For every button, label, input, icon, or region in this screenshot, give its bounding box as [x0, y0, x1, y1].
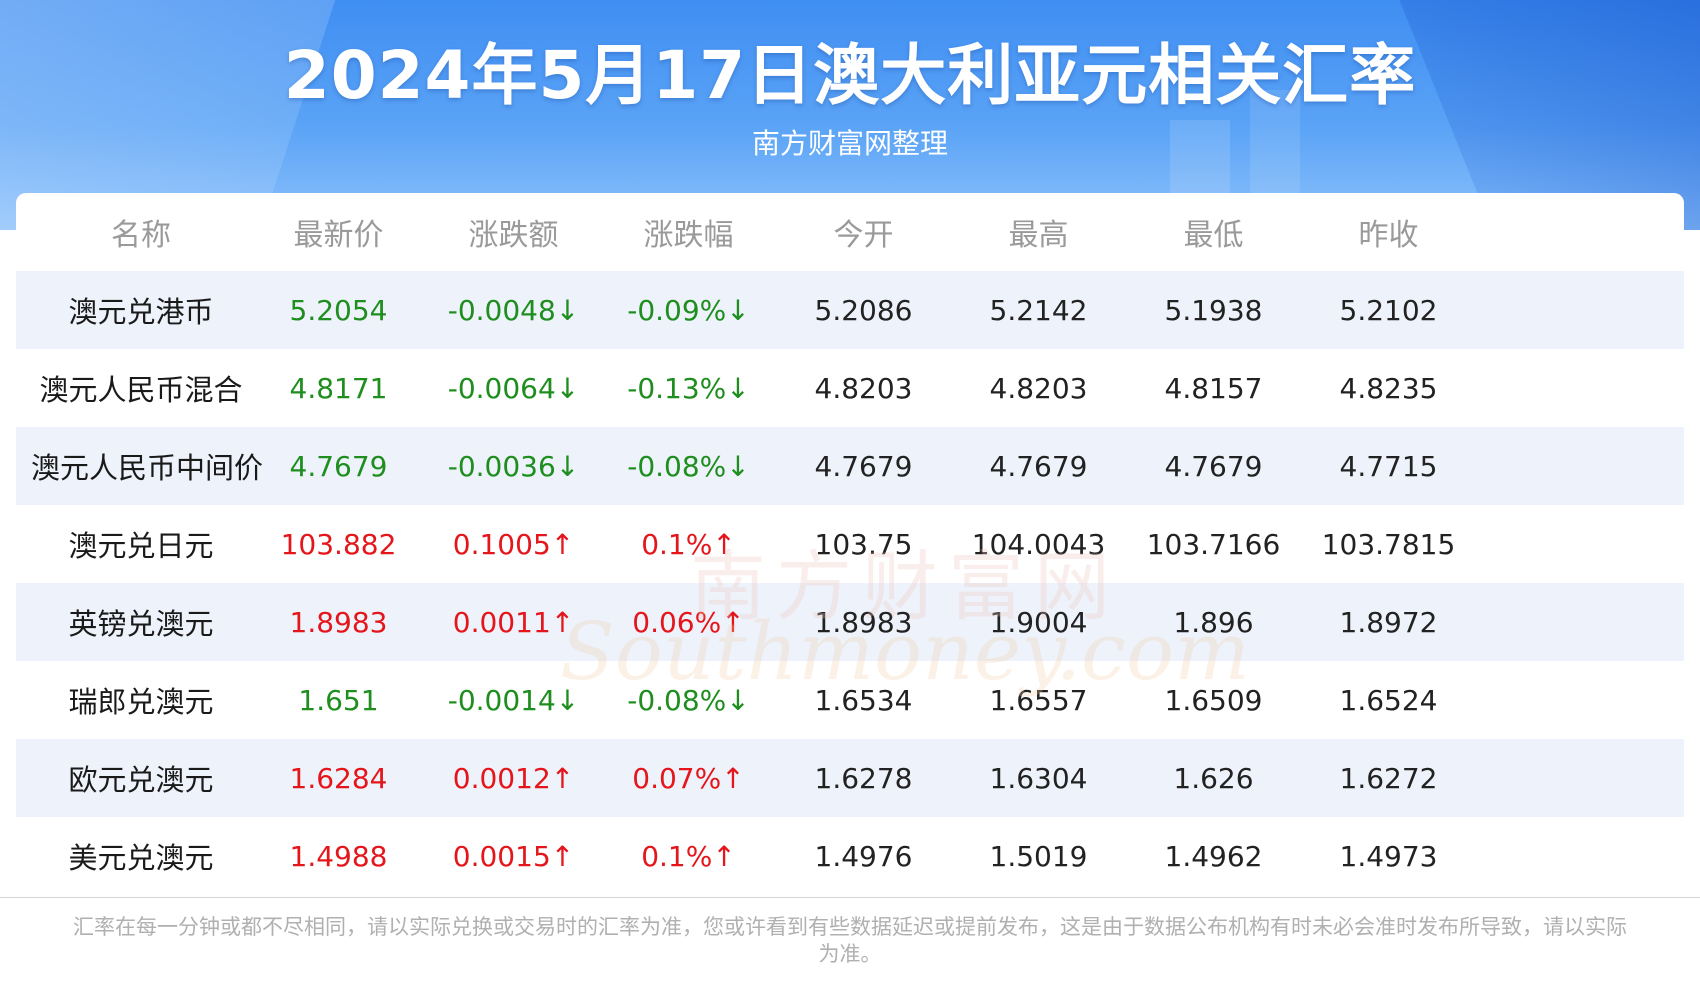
row-pct: -0.08%↓ — [627, 683, 750, 717]
row-high: 4.7679 — [989, 449, 1088, 483]
row-latest: 103.882 — [280, 527, 397, 561]
row-latest: 1.8983 — [289, 605, 388, 639]
row-change: -0.0014↓ — [447, 683, 580, 717]
column-header-latest: 最新价 — [293, 218, 384, 253]
row-high: 1.5019 — [989, 839, 1088, 873]
row-latest: 4.8171 — [289, 371, 388, 405]
row-latest: 4.7679 — [289, 449, 388, 483]
row-high: 4.8203 — [989, 371, 1088, 405]
row-high: 1.6557 — [989, 683, 1088, 717]
row-low: 1.4962 — [1164, 839, 1263, 873]
row-pct: -0.09%↓ — [627, 293, 750, 327]
page-title: 2024年5月17日澳大利亚元相关汇率 — [283, 37, 1417, 114]
header-banner: 2024年5月17日澳大利亚元相关汇率 南方财富网整理 — [0, 0, 1700, 230]
row-prev: 1.6524 — [1339, 683, 1438, 717]
row-low: 1.626 — [1173, 761, 1254, 795]
row-open: 1.6278 — [814, 761, 913, 795]
row-open: 103.75 — [814, 527, 913, 561]
row-pct: -0.08%↓ — [627, 449, 750, 483]
row-pct: 0.1%↑ — [641, 527, 736, 561]
row-name: 瑞郎兑澳元 — [68, 685, 214, 719]
row-name: 英镑兑澳元 — [68, 607, 214, 641]
column-header-high: 最高 — [1008, 218, 1069, 253]
footer-disclaimer: 汇率在每一分钟或都不尽相同，请以实际兑换或交易时的汇率为准，您或许看到有些数据延… — [73, 915, 1627, 966]
row-open: 1.8983 — [814, 605, 913, 639]
column-header-change: 涨跌额 — [468, 218, 559, 253]
row-open: 4.7679 — [814, 449, 913, 483]
row-change: -0.0036↓ — [447, 449, 580, 483]
table-row: 瑞郎兑澳元 1.651 -0.0014↓ -0.08%↓ 1.6534 1.65… — [16, 661, 1684, 739]
row-pct: 0.06%↑ — [632, 605, 745, 639]
row-latest: 1.651 — [298, 683, 379, 717]
table-header: 名称 最新价 涨跌额 涨跌幅 今开 最高 最低 昨收 — [16, 193, 1684, 271]
row-change: -0.0064↓ — [447, 371, 580, 405]
row-open: 4.8203 — [814, 371, 913, 405]
row-change: 0.0011↑ — [452, 605, 575, 639]
column-header-prev: 昨收 — [1358, 218, 1419, 253]
table-row: 澳元人民币中间价 4.7679 -0.0036↓ -0.08%↓ 4.7679 … — [16, 427, 1684, 505]
row-low: 4.7679 — [1164, 449, 1263, 483]
row-high: 1.9004 — [989, 605, 1088, 639]
row-open: 5.2086 — [814, 293, 913, 327]
page-subtitle: 南方财富网整理 — [751, 127, 948, 160]
row-prev: 1.8972 — [1339, 605, 1438, 639]
row-low: 103.7166 — [1146, 527, 1281, 561]
table-row: 澳元兑日元 103.882 0.1005↑ 0.1%↑ 103.75 104.0… — [16, 505, 1684, 583]
row-high: 5.2142 — [989, 293, 1088, 327]
row-pct: -0.13%↓ — [627, 371, 750, 405]
row-change: 0.0015↑ — [452, 839, 575, 873]
row-prev: 1.4973 — [1339, 839, 1438, 873]
row-low: 1.6509 — [1164, 683, 1263, 717]
row-low: 5.1938 — [1164, 293, 1263, 327]
table-row: 欧元兑澳元 1.6284 0.0012↑ 0.07%↑ 1.6278 1.630… — [16, 739, 1684, 817]
table-row: 英镑兑澳元 1.8983 0.0011↑ 0.06%↑ 1.8983 1.900… — [16, 583, 1684, 661]
column-header-pct: 涨跌幅 — [643, 218, 734, 253]
row-prev: 5.2102 — [1339, 293, 1438, 327]
column-header-name: 名称 — [111, 218, 171, 253]
row-open: 1.6534 — [814, 683, 913, 717]
row-name: 欧元兑澳元 — [68, 763, 214, 797]
column-header-low: 最低 — [1183, 218, 1244, 253]
row-prev: 1.6272 — [1339, 761, 1438, 795]
row-high: 104.0043 — [971, 527, 1106, 561]
row-low: 1.896 — [1173, 605, 1254, 639]
row-name: 澳元兑日元 — [68, 529, 214, 563]
row-latest: 5.2054 — [289, 293, 388, 327]
row-latest: 1.6284 — [289, 761, 388, 795]
row-name: 澳元兑港币 — [68, 295, 214, 329]
row-change: 0.0012↑ — [452, 761, 575, 795]
row-pct: 0.1%↑ — [641, 839, 736, 873]
row-name: 美元兑澳元 — [68, 841, 214, 875]
row-pct: 0.07%↑ — [632, 761, 745, 795]
row-change: -0.0048↓ — [447, 293, 580, 327]
row-prev: 4.7715 — [1339, 449, 1438, 483]
rate-table: 名称 最新价 涨跌额 涨跌幅 今开 最高 最低 昨收 澳元兑港币 5.2054 … — [16, 193, 1684, 898]
table-row: 澳元人民币混合 4.8171 -0.0064↓ -0.13%↓ 4.8203 4… — [16, 349, 1684, 427]
row-change: 0.1005↑ — [452, 527, 575, 561]
row-prev: 4.8235 — [1339, 371, 1438, 405]
footer-divider — [0, 897, 1700, 898]
table-row: 澳元兑港币 5.2054 -0.0048↓ -0.09%↓ 5.2086 5.2… — [16, 271, 1684, 349]
table-row: 美元兑澳元 1.4988 0.0015↑ 0.1%↑ 1.4976 1.5019… — [16, 817, 1684, 895]
row-high: 1.6304 — [989, 761, 1088, 795]
column-header-open: 今开 — [833, 218, 894, 253]
row-prev: 103.7815 — [1321, 527, 1456, 561]
row-name: 澳元人民币中间价 — [31, 451, 264, 485]
row-latest: 1.4988 — [289, 839, 388, 873]
row-name: 澳元人民币混合 — [39, 373, 243, 407]
row-open: 1.4976 — [814, 839, 913, 873]
row-low: 4.8157 — [1164, 371, 1263, 405]
